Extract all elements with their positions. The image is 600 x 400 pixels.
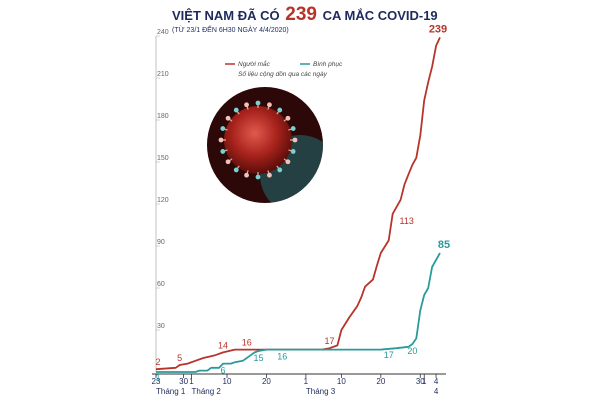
legend: Người mắc Bình phục Số liệu cộng dồn qua…	[225, 59, 343, 78]
virus-spike-tip	[255, 174, 261, 180]
virus-spike-tip	[244, 102, 249, 108]
data-label: 16	[242, 338, 252, 348]
month-label: 4	[434, 387, 439, 396]
x-tick-label: 1	[422, 377, 427, 386]
legend-recovered-label: Bình phục	[313, 61, 343, 68]
x-tick-label: 20	[376, 377, 385, 386]
legend-infected-label: Người mắc	[238, 59, 271, 68]
y-tick-label: 30	[157, 323, 165, 330]
y-axis: 30 60 90 120 150 180 210 240	[155, 29, 169, 372]
recovered-series-line	[156, 252, 441, 373]
data-label: 5	[177, 353, 182, 363]
title-prefix: VIỆT NAM ĐÃ CÓ	[172, 8, 280, 23]
virus-spike-tip	[277, 107, 283, 113]
data-label: 1	[155, 373, 160, 383]
x-tick-label: 10	[337, 377, 346, 386]
x-tick-label: 20	[262, 377, 271, 386]
virus-spike-tip	[285, 115, 291, 121]
virus-spike-tip	[267, 172, 272, 178]
data-label: 17	[325, 336, 335, 346]
virus-spike-tip	[225, 159, 231, 165]
virus-body-icon	[224, 106, 292, 174]
data-label: 20	[407, 346, 417, 356]
y-tick-label: 150	[157, 155, 169, 162]
data-label: 239	[429, 23, 447, 35]
virus-spike-tip	[277, 167, 283, 173]
y-tick-label: 240	[157, 29, 169, 36]
virus-spike-tip	[267, 102, 272, 108]
x-tick-label: 1	[304, 377, 309, 386]
y-tick-label: 90	[157, 239, 165, 246]
data-label: 85	[438, 239, 450, 251]
data-label: 14	[218, 340, 228, 350]
virus-spike-tip	[285, 159, 291, 165]
month-label: Tháng 1	[156, 387, 186, 396]
x-tick-label: 1	[189, 377, 194, 386]
virus-spike-tip	[220, 126, 226, 131]
gridlines	[156, 35, 160, 331]
coronavirus-illustration	[207, 87, 323, 203]
virus-spike-tip	[225, 115, 231, 121]
month-label: Tháng 3	[306, 387, 336, 396]
title-case-count: 239	[285, 4, 317, 25]
virus-spike-tip	[233, 167, 239, 173]
y-tick-label: 180	[157, 113, 169, 120]
virus-spike-tip	[220, 149, 226, 154]
data-label: 2	[155, 357, 160, 367]
data-label: 16	[277, 352, 287, 362]
virus-spike-tip	[290, 126, 296, 131]
chart-title: VIỆT NAM ĐÃ CÓ 239 CA MẮC COVID-19	[172, 4, 472, 26]
data-label: 113	[399, 216, 413, 226]
month-label: Tháng 2	[192, 387, 222, 396]
legend-note: Số liệu cộng dồn qua các ngày	[238, 69, 328, 78]
data-label: 6	[221, 366, 226, 376]
title-block: VIỆT NAM ĐÃ CÓ 239 CA MẮC COVID-19 (TỪ 2…	[172, 4, 472, 34]
y-tick-label: 210	[157, 71, 169, 78]
virus-spike-tip	[218, 137, 224, 143]
chart-subtitle: (TỪ 23/1 ĐẾN 6H30 NGÀY 4/4/2020)	[172, 27, 289, 34]
x-tick-label: 30	[179, 377, 188, 386]
x-tick-label: 23	[152, 377, 161, 386]
y-tick-label: 60	[157, 281, 165, 288]
virus-spike-tip	[233, 107, 239, 113]
infected-series-line	[155, 37, 441, 371]
x-tick-label: 30	[416, 377, 425, 386]
virus-spike-tip	[290, 149, 296, 154]
series-layer	[155, 37, 441, 373]
virus-spike-tip	[255, 100, 261, 106]
data-label: 15	[254, 353, 264, 363]
virus-spikes	[218, 100, 298, 180]
virus-spike-tip	[292, 137, 298, 143]
title-suffix: CA MẮC COVID-19	[322, 8, 438, 23]
data-label: 17	[384, 350, 394, 360]
y-tick-label: 120	[157, 197, 169, 204]
x-tick-label: 10	[223, 377, 232, 386]
x-tick-label: 4	[434, 377, 439, 386]
virus-spike-tip	[244, 172, 249, 178]
